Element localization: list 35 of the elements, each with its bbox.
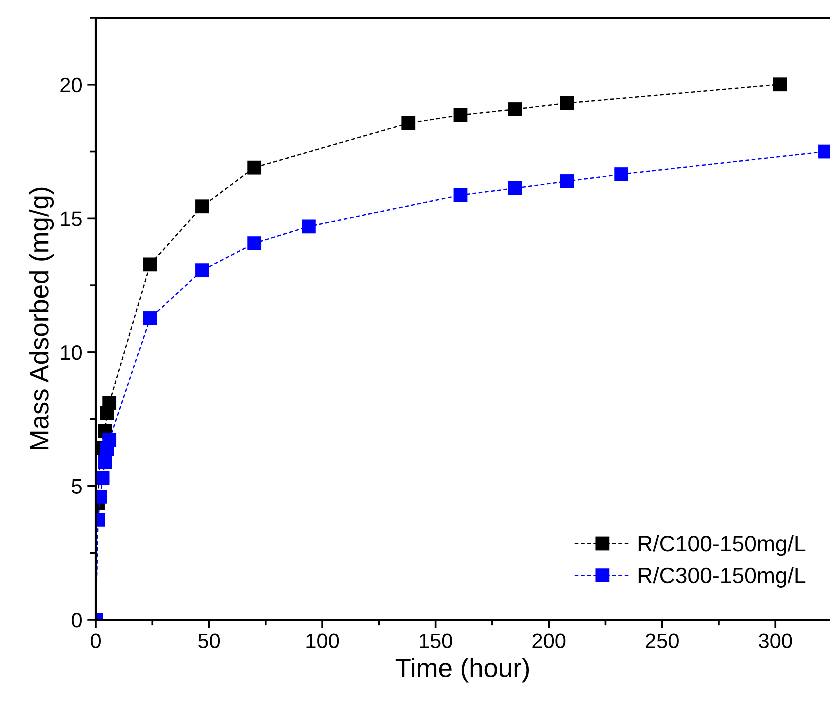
x-tick-label: 200 xyxy=(532,634,566,648)
y-tick-label: 15 xyxy=(61,212,82,226)
y-tick-label: 0 xyxy=(72,613,82,628)
point xyxy=(196,264,210,278)
point xyxy=(402,116,416,130)
point xyxy=(773,78,788,92)
x-tick-label: 250 xyxy=(646,634,679,648)
point xyxy=(508,102,522,116)
point xyxy=(143,312,158,326)
y-axis-title: Mass Adsorbed (mg/g) xyxy=(29,188,54,450)
point xyxy=(560,174,574,188)
point xyxy=(102,433,117,448)
y-tick-label: 5 xyxy=(72,479,82,494)
x-tick-label: 0 xyxy=(91,634,101,648)
x-tick-label: 100 xyxy=(306,634,340,648)
point xyxy=(560,96,574,110)
point xyxy=(454,188,468,202)
point xyxy=(102,396,117,410)
y-tick-label: 10 xyxy=(61,345,82,360)
x-tick-label: 300 xyxy=(759,634,792,648)
legend-label: R/C100-150mg/L xyxy=(638,535,806,556)
point xyxy=(454,108,468,122)
point xyxy=(248,236,262,250)
point xyxy=(508,181,522,196)
x-tick-label: 150 xyxy=(420,634,452,648)
x-tick-label: 50 xyxy=(198,634,220,648)
y-tick-label: 20 xyxy=(60,78,82,93)
point xyxy=(614,168,629,182)
legend-label: R/C300-150mg/L xyxy=(638,567,806,588)
point xyxy=(143,258,158,272)
point xyxy=(248,160,262,175)
x-axis-title: Time (hour) xyxy=(396,658,530,683)
point xyxy=(302,220,316,234)
point xyxy=(196,200,210,214)
point xyxy=(98,455,112,470)
